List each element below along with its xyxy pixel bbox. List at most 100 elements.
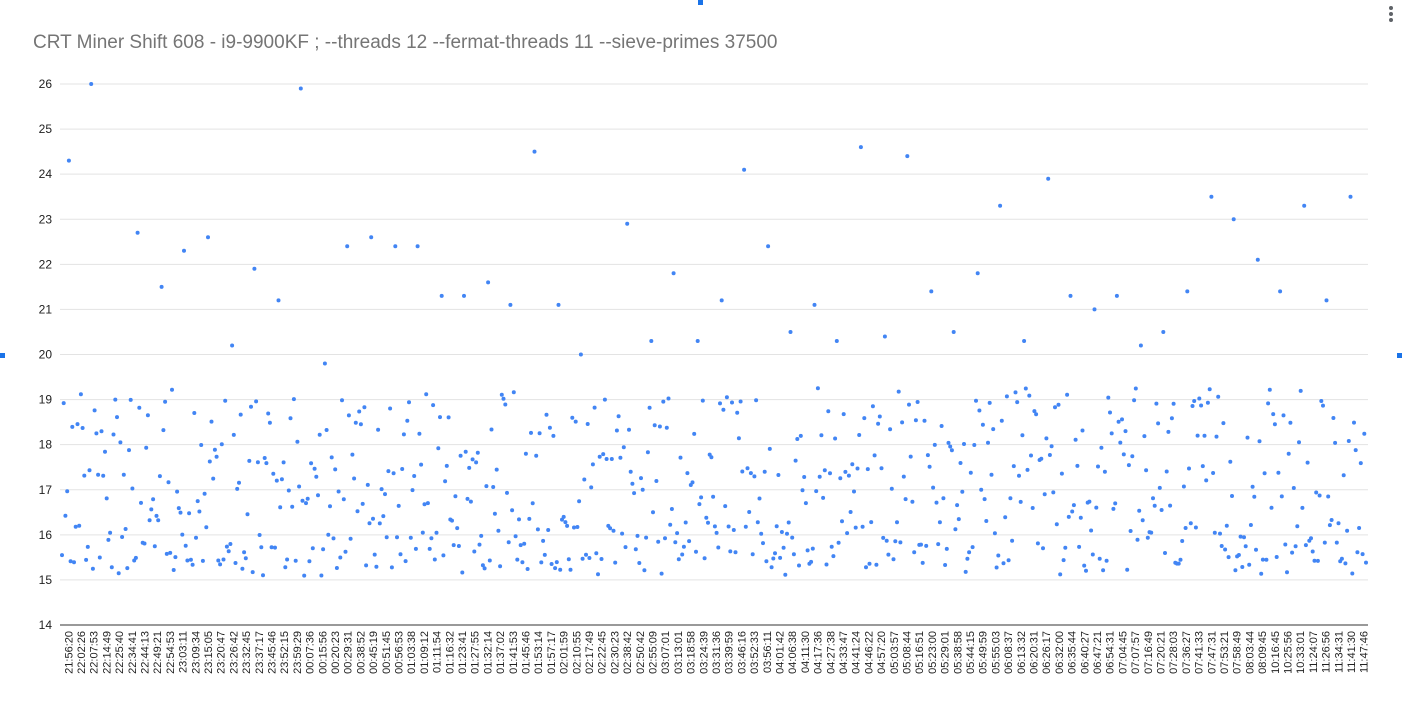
data-point xyxy=(970,545,975,550)
x-tick-label: 06:35:44 xyxy=(1067,631,1079,674)
data-point xyxy=(422,502,427,507)
data-point xyxy=(135,230,140,235)
data-point xyxy=(128,397,133,402)
data-point xyxy=(652,423,657,428)
data-point xyxy=(1298,388,1303,393)
x-tick-label: 07:36:27 xyxy=(1181,631,1193,674)
data-point xyxy=(1345,528,1350,533)
x-tick-label: 07:28:03 xyxy=(1168,631,1180,674)
x-tick-label: 06:32:00 xyxy=(1054,631,1066,674)
data-point xyxy=(805,548,810,553)
data-point xyxy=(860,524,865,529)
x-tick-label: 04:33:47 xyxy=(838,631,850,674)
data-point xyxy=(247,458,252,463)
data-point xyxy=(920,560,925,565)
data-point xyxy=(967,550,972,555)
x-tick-label: 04:11:30 xyxy=(800,631,812,673)
data-point xyxy=(499,392,504,397)
data-point xyxy=(1212,530,1217,535)
data-point xyxy=(529,430,533,435)
x-tick-label: 00:56:53 xyxy=(394,631,406,674)
data-point xyxy=(61,401,66,406)
data-point xyxy=(541,538,546,543)
data-point xyxy=(831,554,836,559)
data-point xyxy=(1082,563,1087,568)
data-point xyxy=(460,570,465,575)
x-tick-label: 02:30:23 xyxy=(609,631,621,674)
data-point xyxy=(341,497,346,502)
x-tick-label: 10:33:01 xyxy=(1295,631,1307,674)
data-point xyxy=(822,468,827,473)
data-point xyxy=(317,432,322,437)
data-point xyxy=(78,392,83,397)
data-point xyxy=(336,489,341,494)
x-tick-label: 03:18:58 xyxy=(686,631,698,674)
data-point xyxy=(518,543,523,548)
x-tick-label: 01:03:38 xyxy=(406,631,418,674)
data-point xyxy=(152,544,157,549)
data-point xyxy=(142,541,147,546)
data-point xyxy=(304,501,308,506)
data-point xyxy=(482,566,487,571)
resize-handle-left[interactable] xyxy=(0,353,5,358)
data-point xyxy=(1066,514,1071,519)
data-point xyxy=(937,520,942,525)
x-tick-label: 23:59:29 xyxy=(292,631,304,674)
data-point xyxy=(60,553,64,558)
data-point xyxy=(944,546,949,551)
data-point xyxy=(1152,503,1157,508)
x-tick-label: 02:55:09 xyxy=(648,631,660,674)
data-point xyxy=(472,549,477,554)
data-point xyxy=(255,460,260,465)
data-point xyxy=(977,408,982,413)
data-point xyxy=(779,530,784,534)
data-point xyxy=(505,490,509,495)
data-point xyxy=(1295,524,1300,529)
data-point xyxy=(1350,571,1355,576)
data-point xyxy=(852,489,856,494)
data-point xyxy=(788,330,793,334)
data-point xyxy=(520,560,525,565)
data-point xyxy=(1154,401,1159,406)
data-point xyxy=(614,428,619,433)
data-point xyxy=(858,145,863,150)
data-point xyxy=(547,425,552,430)
data-point xyxy=(1049,444,1054,449)
data-point xyxy=(879,466,884,471)
data-point xyxy=(438,415,442,420)
data-point xyxy=(431,403,436,408)
data-point xyxy=(474,460,479,465)
data-point xyxy=(1245,435,1250,440)
data-point xyxy=(82,473,87,478)
gridlines xyxy=(60,83,1368,626)
data-point xyxy=(230,343,235,348)
data-point xyxy=(640,487,645,492)
data-point xyxy=(1303,543,1308,548)
data-point xyxy=(1355,550,1360,555)
data-point xyxy=(1257,439,1262,444)
data-point xyxy=(814,489,819,494)
data-point xyxy=(489,427,494,432)
resize-handle-right[interactable] xyxy=(1397,353,1402,358)
x-tick-label: 01:37:02 xyxy=(495,631,507,674)
data-point xyxy=(675,531,680,536)
data-point xyxy=(991,427,996,432)
data-point xyxy=(333,467,338,472)
data-point xyxy=(1200,464,1205,469)
data-point xyxy=(1058,572,1063,577)
data-point xyxy=(632,491,637,496)
resize-handle-top[interactable] xyxy=(698,0,703,5)
data-point xyxy=(281,460,286,465)
data-point xyxy=(620,531,625,536)
data-point xyxy=(1327,523,1332,528)
data-point xyxy=(324,428,329,432)
more-vert-icon[interactable] xyxy=(1386,6,1396,26)
data-point xyxy=(706,520,710,525)
data-point xyxy=(790,535,795,540)
data-point xyxy=(1068,293,1073,298)
data-point xyxy=(982,497,987,502)
data-point xyxy=(913,418,918,423)
data-point xyxy=(1044,436,1049,441)
data-point xyxy=(1207,387,1212,392)
